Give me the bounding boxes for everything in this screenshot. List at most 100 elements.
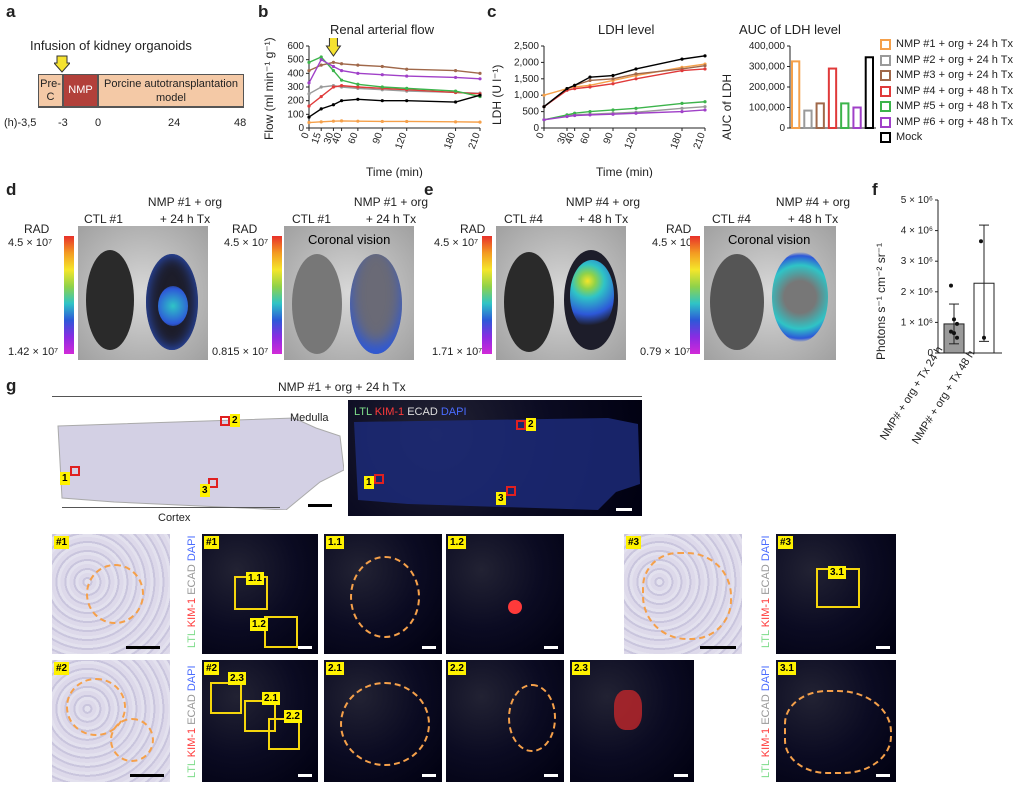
- fluor-tile: 2.3: [570, 660, 694, 782]
- timeline-axis: [38, 107, 244, 108]
- panel-label-a: a: [6, 2, 16, 21]
- stain-dapi: DAPI: [440, 406, 467, 418]
- ivis-image: [78, 226, 208, 360]
- data-point: [356, 71, 360, 75]
- y-tick-label: 400,000: [749, 41, 786, 52]
- pre-c-box: Pre-C: [38, 74, 63, 107]
- region-box: [516, 420, 526, 430]
- stain-ltl: LTL: [760, 760, 772, 778]
- cortex-label: Cortex: [158, 512, 191, 524]
- scale-bar: [308, 504, 332, 507]
- rad-label: RAD: [232, 222, 258, 236]
- data-point: [356, 97, 360, 101]
- scale-max: 4.5 × 10⁷: [434, 237, 479, 249]
- bar: [803, 109, 813, 129]
- legend-swatch: [880, 116, 891, 128]
- scale-max: 4.5 × 10⁷: [8, 237, 53, 249]
- medulla-label: Medulla: [290, 412, 329, 424]
- kim1-signal: [614, 690, 642, 730]
- data-point: [331, 85, 336, 89]
- fluor-tile: #2 2.3 2.1 2.2: [202, 660, 318, 782]
- y-tick-label: 0: [298, 123, 304, 134]
- legend-label: NMP #3 + org + 24 h Tx: [896, 69, 1013, 81]
- legend-swatch: [880, 101, 891, 112]
- data-point: [588, 110, 592, 114]
- x-tick-label: 30: [322, 131, 336, 146]
- stain-kim1: KIM-1: [760, 597, 772, 628]
- stain-dapi: DAPI: [760, 665, 772, 692]
- stain-ecad: ECAD: [760, 694, 772, 725]
- region-box: [70, 466, 80, 476]
- data-point: [339, 84, 344, 88]
- inset-box: [264, 616, 298, 648]
- data-point: [611, 112, 615, 116]
- stain-dapi: DAPI: [186, 535, 198, 562]
- pre-c-label: Pre-C: [40, 78, 61, 103]
- nmp-label: NMP: [68, 84, 93, 96]
- title-rule: [52, 396, 642, 397]
- glomerulus-outline: [508, 684, 556, 752]
- data-point: [565, 114, 569, 119]
- data-point: [634, 111, 638, 115]
- data-point: [380, 73, 384, 77]
- y-tick-label: 300: [287, 82, 304, 93]
- region-tag: 3: [200, 484, 210, 497]
- rad-label: RAD: [460, 222, 486, 236]
- y-axis-label-photons: Photons s⁻¹ cm⁻² sr⁻¹: [874, 242, 888, 360]
- fluor-tile: 1.2: [446, 534, 564, 654]
- y-tick-label: 200: [287, 96, 304, 107]
- scale-bar: [674, 774, 688, 777]
- region-tag: 2: [526, 418, 536, 431]
- data-point: [680, 106, 684, 110]
- data-point: [573, 83, 577, 87]
- colorbar: [64, 236, 74, 354]
- data-point: [331, 119, 336, 123]
- data-point: [703, 67, 707, 71]
- data-point: [453, 75, 458, 80]
- y-tick-label: 1,500: [514, 74, 539, 85]
- data-point: [307, 81, 311, 85]
- nmp-label: NMP #1 + org: [353, 195, 429, 209]
- tx-label: + 48 h Tx: [577, 212, 629, 226]
- ctl-label: CTL #4: [712, 212, 751, 226]
- data-point: [588, 85, 592, 89]
- x-tick-label: 120: [393, 131, 409, 151]
- tx-label: + 24 h Tx: [159, 212, 211, 226]
- data-point: [611, 108, 615, 112]
- section-ihc-image: Medulla 2 1 3: [54, 406, 345, 511]
- legend-swatch: [880, 54, 891, 66]
- data-point: [611, 82, 615, 86]
- x-tick-label: 120: [623, 131, 639, 151]
- y-tick-label: 2,500: [514, 41, 539, 52]
- data-point: [573, 111, 577, 115]
- y-tick-label: 600: [287, 41, 304, 52]
- data-point: [331, 103, 336, 107]
- x-tick-label: 210: [467, 131, 483, 151]
- data-point: [680, 110, 684, 114]
- data-point: [405, 74, 409, 78]
- y-tick-label: 2,000: [514, 57, 539, 68]
- region-tag: 3: [496, 492, 506, 505]
- data-point: [453, 120, 458, 124]
- x-tick-label: 90: [602, 131, 616, 146]
- data-point: [380, 64, 384, 69]
- ivis-image: Coronal vision: [704, 226, 836, 360]
- glomerulus-outline: [66, 678, 126, 736]
- data-point: [955, 321, 959, 326]
- data-point: [356, 85, 360, 89]
- data-point: [634, 67, 638, 71]
- scale-bar: [876, 774, 890, 777]
- glomerulus-outline: [350, 556, 420, 638]
- data-point: [588, 78, 592, 83]
- tx-label: + 24 h Tx: [365, 212, 417, 226]
- ctl-label: CTL #1: [292, 212, 331, 226]
- inset-tag: 1.1: [246, 572, 264, 585]
- tile-tag: #1: [204, 536, 220, 549]
- rad-label: RAD: [24, 222, 50, 236]
- data-point: [356, 119, 360, 123]
- ihc-tile: #3: [624, 534, 742, 654]
- ctl-label: CTL #4: [504, 212, 543, 226]
- inset-tag: 1.2: [250, 618, 268, 631]
- data-point: [319, 58, 323, 62]
- stain-ecad: ECAD: [186, 564, 198, 595]
